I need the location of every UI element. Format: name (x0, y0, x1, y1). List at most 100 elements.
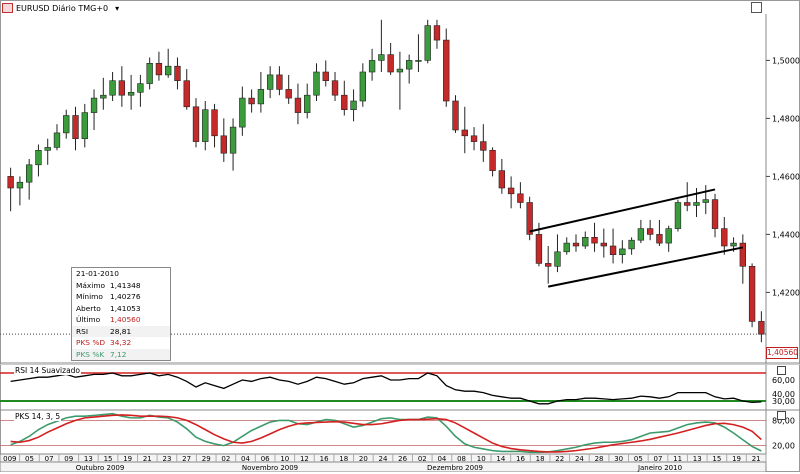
candle-body (266, 74, 274, 90)
x-tick-label: 02 (418, 455, 427, 463)
x-tick-label: 26 (398, 455, 407, 463)
candle-body (72, 115, 79, 140)
x-tick-label: 21 (143, 455, 152, 463)
candle-body (239, 97, 246, 128)
candle-body (480, 141, 487, 151)
candle-body (489, 150, 496, 171)
month-label: Janeiro 2010 (637, 464, 682, 472)
rsi-tick-label: 40,00 (772, 390, 795, 399)
x-tick-label: 15 (712, 455, 721, 463)
channel-lower-trendline (547, 246, 744, 288)
x-tick-label: 12 (300, 455, 309, 463)
x-tick-label: 13 (84, 455, 93, 463)
info-row-rsi: RSI 28,81 (72, 325, 170, 337)
candle-body (304, 94, 311, 113)
rsi-panel-label[interactable]: RSI 14 Suavizado (14, 366, 82, 375)
candle-body (721, 228, 728, 247)
candle-body (424, 25, 431, 61)
x-tick-label: 06 (261, 455, 270, 463)
candle-body (591, 237, 598, 244)
candle-body (535, 234, 543, 264)
data-window-panel: 21-01-2010 Máximo 1,41348 Mínimo 1,40276 A… (71, 267, 171, 361)
candle-body (63, 115, 70, 134)
candle-body (758, 321, 765, 335)
candle-body (294, 97, 302, 113)
symbol-title-bar[interactable]: EURUSD Diário TMG+0 ▾ (2, 2, 119, 14)
x-tick-label: 14 (496, 455, 505, 463)
candle-body (137, 83, 144, 93)
info-label: PKS %K (76, 349, 105, 359)
info-value: 34,32 (110, 338, 132, 348)
chart-window-icon (2, 3, 13, 13)
x-tick-label: 18 (339, 455, 348, 463)
x-tick-label: 07 (45, 455, 54, 463)
candle-body (693, 202, 700, 206)
candle-body (16, 181, 24, 189)
candle-body (359, 71, 367, 102)
pks-tick-label: 80,00 (772, 416, 795, 425)
x-tick-label: 24 (379, 455, 388, 463)
info-value: 1,40276 (110, 292, 141, 302)
x-tick-label: 02 (221, 455, 230, 463)
info-label: Aberto (76, 303, 101, 313)
symbol-dropdown-icon[interactable]: ▾ (115, 3, 120, 13)
info-value: 1,41053 (110, 303, 141, 313)
candle-body (702, 199, 709, 203)
info-value: 7,12 (110, 349, 127, 359)
x-tick-label: 20 (359, 455, 368, 463)
x-tick-label: 29 (202, 455, 211, 463)
month-label: Novembro 2009 (242, 464, 298, 472)
candle-body (748, 265, 756, 322)
candle-body (405, 60, 413, 70)
candle-body (433, 25, 441, 41)
x-tick-label: 10 (477, 455, 486, 463)
x-tick-label: 16 (516, 455, 525, 463)
x-tick-label: 04 (437, 455, 446, 463)
info-label: PKS %D (76, 338, 106, 348)
candle-body (711, 199, 719, 229)
candle-body (470, 135, 478, 142)
x-tick-label: 21 (752, 455, 761, 463)
candle-body (637, 228, 645, 241)
pks-tick-label: 20,00 (772, 442, 795, 451)
rsi-line (10, 372, 762, 405)
x-tick-label: 05 (25, 455, 34, 463)
candle-body (285, 89, 292, 99)
candle-body (554, 251, 561, 267)
maximize-window-button[interactable] (751, 2, 762, 13)
info-row-last: Último 1,40560 (72, 314, 170, 326)
pks-panel-close-button[interactable] (777, 411, 786, 420)
pks-k-line (10, 412, 762, 454)
candle-body (109, 80, 116, 96)
candle-body (396, 68, 404, 73)
info-row-open: Aberto 1,41053 (72, 303, 170, 315)
x-tick-label: 08 (457, 455, 466, 463)
rsi-panel-close-button[interactable] (777, 366, 786, 375)
candle-body (211, 109, 218, 137)
info-row-low: Mínimo 1,40276 (72, 291, 170, 303)
y-tick-label: 1,42000 (772, 288, 800, 297)
candle-body (646, 228, 654, 235)
x-tick-label: 10 (280, 455, 289, 463)
pks-panel-label[interactable]: PKS 14, 3, 5 (14, 412, 62, 421)
candle-body (192, 106, 200, 142)
rsi-tick-label: 30,00 (772, 397, 795, 406)
x-tick-label: 27 (182, 455, 191, 463)
candle-body (341, 94, 348, 110)
candle-body (35, 150, 42, 166)
x-tick-label: 04 (241, 455, 250, 463)
candle-body (53, 132, 61, 148)
candle-body (628, 239, 635, 250)
info-value: 1,41348 (110, 280, 141, 290)
candle-body (563, 242, 570, 253)
x-tick-label: 15 (104, 455, 113, 463)
candle-body (331, 80, 339, 96)
candle-body (452, 100, 459, 131)
candle-body (183, 80, 190, 108)
candle-body (257, 89, 265, 105)
info-row-pks-k: PKS %K 7,12 (72, 348, 170, 360)
candle-body (415, 60, 422, 62)
candle-body (276, 74, 283, 90)
